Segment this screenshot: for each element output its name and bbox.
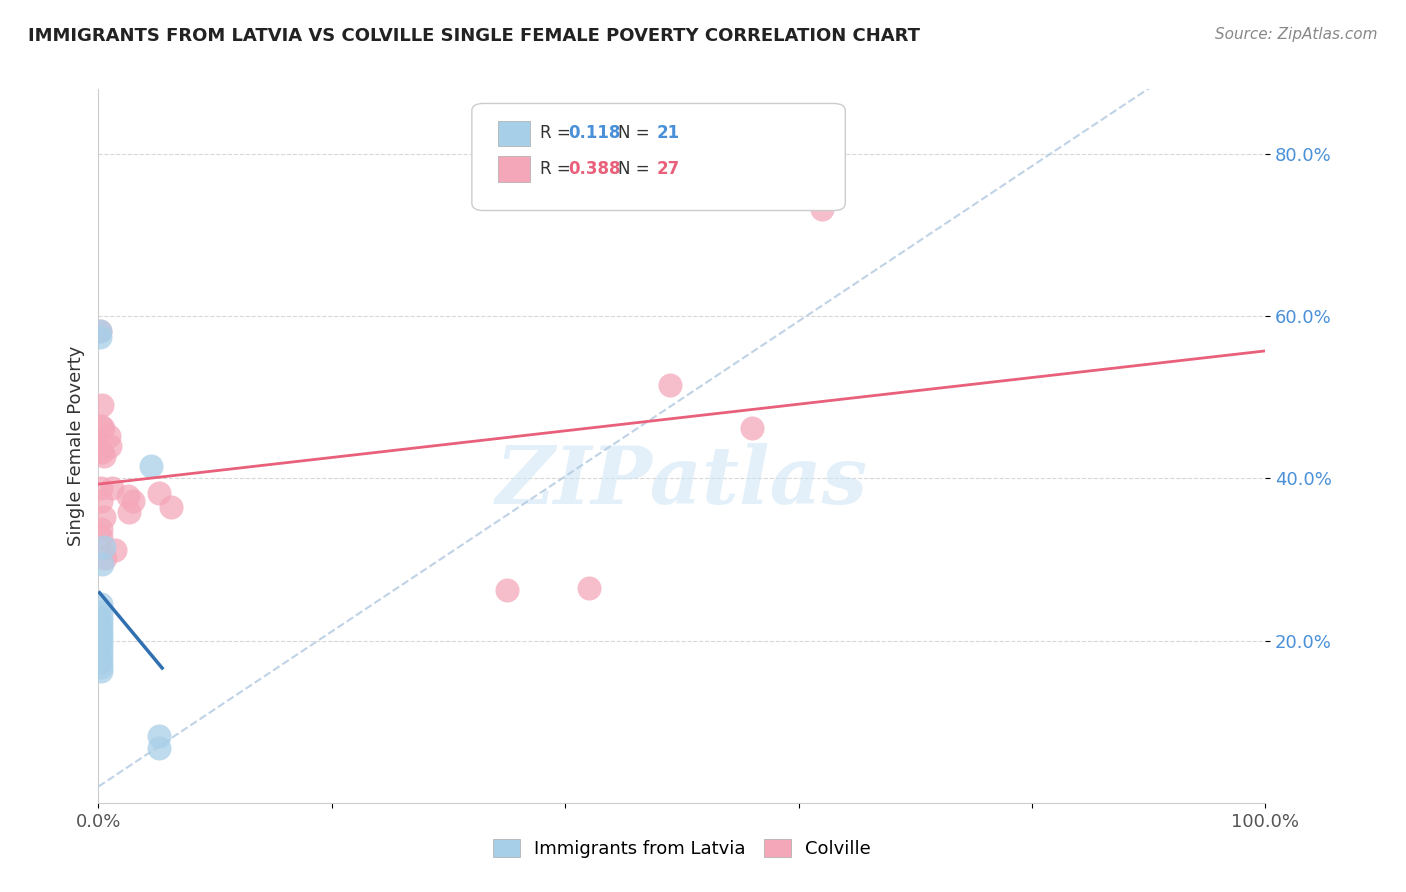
Point bbox=[89, 443, 111, 458]
Point bbox=[659, 378, 682, 392]
Point bbox=[93, 449, 115, 463]
Point bbox=[90, 481, 112, 495]
Point bbox=[90, 605, 112, 619]
Point bbox=[104, 542, 127, 557]
Text: Source: ZipAtlas.com: Source: ZipAtlas.com bbox=[1215, 27, 1378, 42]
FancyBboxPatch shape bbox=[498, 156, 530, 182]
Point bbox=[90, 611, 112, 625]
Y-axis label: Single Female Poverty: Single Female Poverty bbox=[66, 346, 84, 546]
Point bbox=[91, 421, 114, 435]
Point bbox=[90, 530, 112, 544]
Point bbox=[90, 659, 112, 673]
Point bbox=[90, 557, 112, 571]
Point bbox=[159, 500, 181, 514]
Point bbox=[89, 324, 111, 338]
Point bbox=[148, 740, 170, 755]
Point bbox=[90, 399, 112, 413]
Point bbox=[93, 510, 115, 524]
Point bbox=[139, 459, 162, 474]
Text: 0.118: 0.118 bbox=[568, 125, 621, 143]
Text: 21: 21 bbox=[657, 125, 679, 143]
Point bbox=[90, 522, 112, 536]
Text: N =: N = bbox=[617, 125, 655, 143]
Point bbox=[90, 665, 112, 679]
FancyBboxPatch shape bbox=[472, 103, 845, 211]
Point bbox=[90, 635, 112, 649]
Point bbox=[98, 439, 121, 453]
Point bbox=[90, 615, 112, 630]
Point bbox=[122, 494, 145, 508]
Point bbox=[94, 550, 117, 565]
Point bbox=[148, 486, 170, 500]
Text: R =: R = bbox=[540, 125, 575, 143]
Text: N =: N = bbox=[617, 161, 655, 178]
Text: IMMIGRANTS FROM LATVIA VS COLVILLE SINGLE FEMALE POVERTY CORRELATION CHART: IMMIGRANTS FROM LATVIA VS COLVILLE SINGL… bbox=[28, 27, 920, 45]
Text: 27: 27 bbox=[657, 161, 679, 178]
Point bbox=[89, 324, 111, 338]
Point bbox=[148, 729, 170, 743]
Text: ZIPatlas: ZIPatlas bbox=[496, 443, 868, 520]
Point bbox=[90, 418, 112, 433]
Point bbox=[90, 645, 112, 659]
Point bbox=[90, 631, 112, 645]
Point bbox=[90, 655, 112, 669]
Point bbox=[90, 494, 112, 508]
Point bbox=[118, 506, 141, 520]
Point bbox=[741, 421, 763, 435]
Point bbox=[90, 625, 112, 640]
FancyBboxPatch shape bbox=[498, 120, 530, 146]
Point bbox=[117, 489, 139, 503]
Point bbox=[90, 597, 112, 611]
Point bbox=[93, 541, 115, 555]
Point bbox=[578, 581, 600, 595]
Point bbox=[101, 481, 124, 495]
Text: R =: R = bbox=[540, 161, 575, 178]
Point bbox=[90, 649, 112, 664]
Point bbox=[90, 445, 112, 459]
Point bbox=[811, 202, 834, 217]
Point bbox=[90, 621, 112, 635]
Point bbox=[90, 640, 112, 654]
Legend: Immigrants from Latvia, Colville: Immigrants from Latvia, Colville bbox=[485, 831, 879, 865]
Point bbox=[89, 329, 111, 343]
Text: 0.388: 0.388 bbox=[568, 161, 621, 178]
Point bbox=[496, 583, 519, 598]
Point bbox=[97, 429, 120, 443]
